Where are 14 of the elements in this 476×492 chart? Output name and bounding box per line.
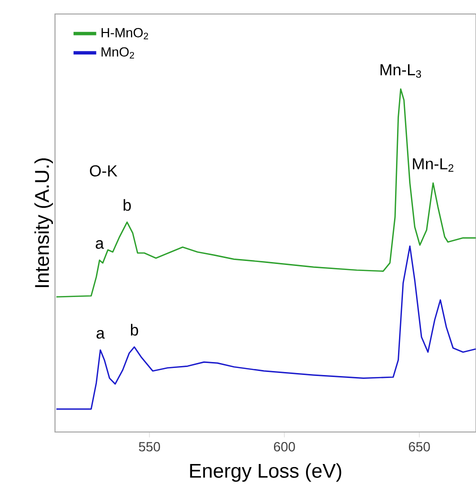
- annotation: Mn-L$_{2}$: [412, 158, 454, 172]
- annotation: b: [130, 324, 138, 336]
- legend-label: H-MnO$_{2}$: [102, 28, 148, 40]
- y-axis-title: Intensity (A.U.): [34, 158, 53, 288]
- annotation: a: [96, 240, 104, 249]
- legend-label: MnO$_{2}$: [102, 47, 134, 58]
- x-tick-label: 650: [408, 442, 430, 452]
- x-axis-title: Energy Loss (eV): [190, 463, 342, 482]
- x-tick-label: 550: [138, 442, 160, 452]
- annotation: O-K: [90, 165, 118, 176]
- annotation: b: [124, 199, 131, 211]
- x-tick-label: 600: [274, 442, 295, 452]
- annotation: Mn-L$_{3}$: [380, 64, 422, 78]
- annotation: a: [96, 330, 105, 339]
